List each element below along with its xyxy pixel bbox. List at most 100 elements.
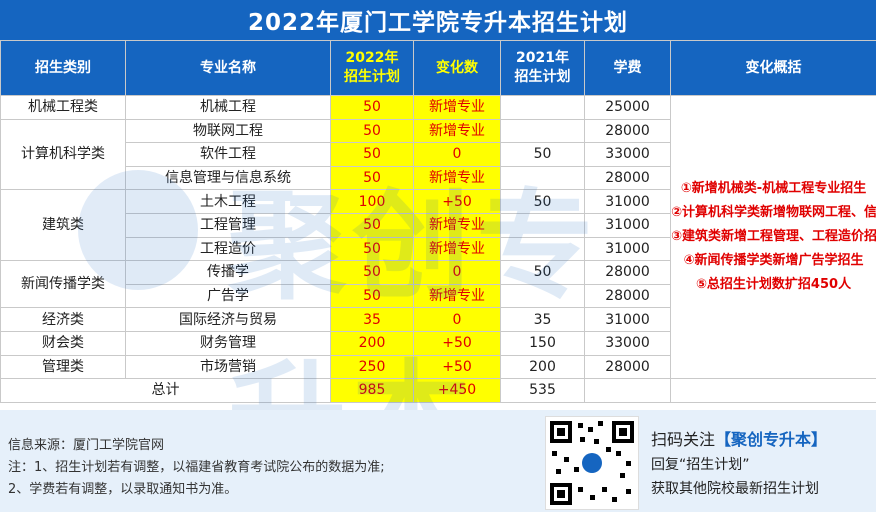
fee-cell: 31000	[585, 237, 671, 261]
total-plan-2022: 985	[331, 379, 414, 403]
plan-2021-cell: 50	[501, 143, 585, 167]
fee-cell: 25000	[585, 96, 671, 120]
summary-line: ⑤总招生计划数扩招450人	[671, 273, 876, 297]
header-fee: 学费	[585, 41, 671, 96]
major-cell: 工程管理	[126, 213, 331, 237]
header-plan-2022: 2022年 招生计划	[331, 41, 414, 96]
page-title: 2022年厦门工学院专升本招生计划	[248, 3, 628, 37]
fee-cell: 28000	[585, 119, 671, 143]
change-cell: 新增专业	[414, 237, 501, 261]
major-cell: 土木工程	[126, 190, 331, 214]
change-cell: 0	[414, 261, 501, 285]
change-cell: 新增专业	[414, 96, 501, 120]
qr-code	[545, 416, 639, 510]
fee-cell: 28000	[585, 166, 671, 190]
total-fee	[585, 379, 671, 403]
major-cell: 机械工程	[126, 96, 331, 120]
plan-2022-cell: 50	[331, 261, 414, 285]
header-category: 招生类别	[1, 41, 126, 96]
header-summary: 变化概括	[671, 41, 876, 96]
plan-2021-cell	[501, 237, 585, 261]
scan-follow-text: 扫码关注【聚创专升本】	[651, 426, 827, 450]
fee-cell: 28000	[585, 261, 671, 285]
plan-2022-cell: 100	[331, 190, 414, 214]
footer: 信息来源：厦门工学院官网 注：1、招生计划若有调整，以福建省教育考试院公布的数据…	[0, 410, 876, 512]
total-row: 总计 985 +450 535	[1, 379, 876, 403]
plan-2022-cell: 50	[331, 237, 414, 261]
header-plan-2021-label: 招生计划	[515, 69, 571, 85]
category-cell: 机械工程类	[1, 96, 126, 120]
plan-2021-cell: 200	[501, 355, 585, 379]
more-info-text: 获取其他院校最新招生计划	[651, 478, 819, 498]
category-cell: 管理类	[1, 355, 126, 379]
plan-2022-cell: 200	[331, 331, 414, 355]
header-change: 变化数	[414, 41, 501, 96]
reply-instruction: 回复“招生计划”	[651, 454, 750, 474]
change-cell: 新增专业	[414, 284, 501, 308]
plan-2022-cell: 50	[331, 284, 414, 308]
fee-cell: 31000	[585, 190, 671, 214]
summary-line: ②计算机科学类新增物联网工程、信息管理与信息系统工程招生	[671, 201, 876, 225]
summary-line: ④新闻传播学类新增广告学招生	[671, 249, 876, 273]
plan-2021-cell	[501, 119, 585, 143]
plan-2021-cell: 35	[501, 308, 585, 332]
change-cell: +50	[414, 190, 501, 214]
plan-2021-cell: 50	[501, 261, 585, 285]
category-cell: 建筑类	[1, 190, 126, 261]
plan-2022-cell: 50	[331, 119, 414, 143]
plan-2022-cell: 50	[331, 166, 414, 190]
change-cell: 0	[414, 308, 501, 332]
plan-2022-cell: 250	[331, 355, 414, 379]
major-cell: 软件工程	[126, 143, 331, 167]
change-cell: 新增专业	[414, 119, 501, 143]
total-plan-2021: 535	[501, 379, 585, 403]
change-cell: 新增专业	[414, 166, 501, 190]
plan-2022-cell: 50	[331, 143, 414, 167]
category-cell: 经济类	[1, 308, 126, 332]
note-line-2: 2、学费若有调整，以录取通知书为准。	[8, 478, 237, 497]
fee-cell: 31000	[585, 213, 671, 237]
title-bar: 2022年厦门工学院专升本招生计划	[0, 0, 876, 40]
total-summary	[671, 379, 876, 403]
plan-2021-cell: 50	[501, 190, 585, 214]
summary-line: ③建筑类新增工程管理、工程造价招生	[671, 225, 876, 249]
scan-prefix: 扫码关注	[651, 430, 715, 449]
table-header-row: 招生类别 专业名称 2022年 招生计划 变化数 2021年 招生计划 学费 变…	[1, 41, 876, 96]
note-line-1: 注：1、招生计划若有调整，以福建省教育考试院公布的数据为准;	[8, 456, 385, 475]
table-row: 机械工程类 机械工程 50 新增专业 25000 ①新增机械类-机械工程专业招生…	[1, 96, 876, 120]
scan-brand: 【聚创专升本】	[715, 430, 827, 449]
header-plan-2022-year: 2022年	[346, 50, 399, 66]
qr-code-icon	[546, 417, 638, 509]
major-cell: 物联网工程	[126, 119, 331, 143]
major-cell: 国际经济与贸易	[126, 308, 331, 332]
major-cell: 财务管理	[126, 331, 331, 355]
plan-2022-cell: 35	[331, 308, 414, 332]
major-cell: 广告学	[126, 284, 331, 308]
category-cell: 新闻传播学类	[1, 261, 126, 308]
admission-plan-table: 招生类别 专业名称 2022年 招生计划 变化数 2021年 招生计划 学费 变…	[0, 40, 876, 403]
summary-line: ①新增机械类-机械工程专业招生	[671, 177, 876, 201]
category-cell: 财会类	[1, 331, 126, 355]
category-cell: 计算机科学类	[1, 119, 126, 190]
header-major: 专业名称	[126, 41, 331, 96]
fee-cell: 28000	[585, 284, 671, 308]
plan-2021-cell	[501, 284, 585, 308]
plan-2021-cell: 150	[501, 331, 585, 355]
change-cell: +50	[414, 331, 501, 355]
total-change: +450	[414, 379, 501, 403]
fee-cell: 31000	[585, 308, 671, 332]
header-plan-2021: 2021年 招生计划	[501, 41, 585, 96]
change-cell: 新增专业	[414, 213, 501, 237]
major-cell: 工程造价	[126, 237, 331, 261]
source-note: 信息来源：厦门工学院官网	[8, 434, 164, 453]
fee-cell: 28000	[585, 355, 671, 379]
fee-cell: 33000	[585, 331, 671, 355]
plan-2022-cell: 50	[331, 213, 414, 237]
major-cell: 市场营销	[126, 355, 331, 379]
change-cell: +50	[414, 355, 501, 379]
plan-2021-cell	[501, 166, 585, 190]
major-cell: 传播学	[126, 261, 331, 285]
plan-2021-cell	[501, 213, 585, 237]
plan-2022-cell: 50	[331, 96, 414, 120]
